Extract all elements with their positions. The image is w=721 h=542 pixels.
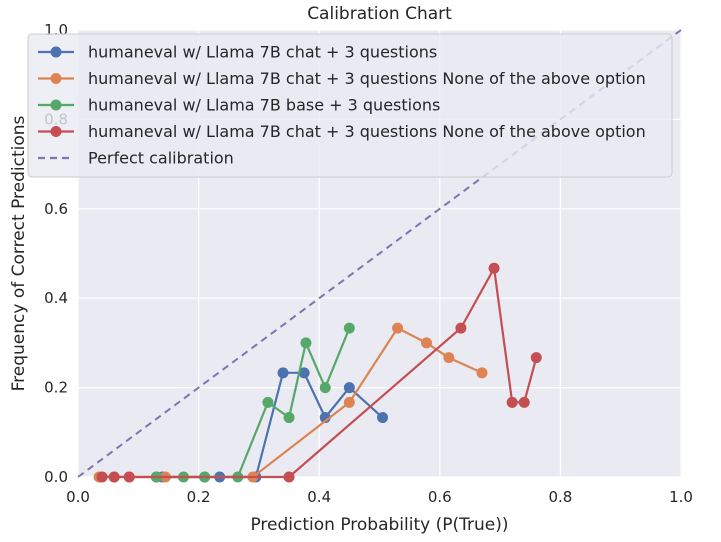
x-tick-label: 0.4 bbox=[307, 488, 331, 506]
legend-swatch-marker bbox=[50, 46, 62, 58]
legend: humaneval w/ Llama 7B chat + 3 questions… bbox=[27, 33, 673, 178]
legend-swatch-marker bbox=[50, 99, 62, 111]
y-tick-label: 0.0 bbox=[44, 468, 68, 486]
series-4-point bbox=[506, 396, 518, 408]
series-4-point bbox=[123, 471, 135, 483]
x-tick-label: 0.6 bbox=[428, 488, 452, 506]
series-4 bbox=[96, 262, 542, 483]
legend-label: humaneval w/ Llama 7B chat + 3 questions… bbox=[88, 69, 646, 88]
y-tick-label: 0.4 bbox=[44, 289, 68, 307]
series-2-point bbox=[421, 337, 433, 349]
legend-swatch-marker bbox=[50, 73, 62, 84]
series-4-point bbox=[530, 352, 542, 364]
series-1-point bbox=[277, 367, 289, 379]
x-tick-label: 0.8 bbox=[548, 488, 572, 506]
legend-label: humaneval w/ Llama 7B chat + 3 questions… bbox=[88, 122, 646, 141]
legend-box bbox=[27, 33, 673, 178]
legend-item-3: humaneval w/ Llama 7B base + 3 questions bbox=[38, 96, 440, 115]
legend-item-1: humaneval w/ Llama 7B chat + 3 questions bbox=[38, 43, 437, 62]
series-4-point bbox=[488, 262, 500, 274]
series-2-point bbox=[392, 322, 404, 334]
legend-label: Perfect calibration bbox=[88, 149, 234, 168]
legend-swatch-marker bbox=[50, 126, 62, 137]
y-tick-label: 0.2 bbox=[44, 379, 68, 397]
y-tick-label: 0.6 bbox=[44, 200, 68, 218]
legend-label: humaneval w/ Llama 7B base + 3 questions bbox=[88, 96, 440, 115]
series-3-point bbox=[283, 412, 295, 424]
series-3-point bbox=[343, 322, 355, 334]
series-3-point bbox=[319, 382, 331, 394]
x-tick-label: 1.0 bbox=[669, 488, 693, 506]
series-1-point bbox=[377, 412, 389, 424]
x-axis-title: Prediction Probability (P(True)) bbox=[250, 515, 508, 535]
series-4-point bbox=[96, 471, 108, 483]
series-3-point bbox=[262, 396, 274, 408]
legend-label: humaneval w/ Llama 7B chat + 3 questions bbox=[88, 43, 437, 62]
y-axis-title: Frequency of Correct Predictions bbox=[9, 115, 29, 391]
series-2-point bbox=[443, 352, 455, 364]
legend-item-2: humaneval w/ Llama 7B chat + 3 questions… bbox=[38, 69, 646, 88]
series-1-point bbox=[298, 367, 310, 379]
x-tick-label: 0.0 bbox=[66, 488, 90, 506]
series-2-point bbox=[343, 396, 355, 408]
series-4-point bbox=[455, 322, 467, 334]
series-3-point bbox=[300, 337, 312, 349]
series-layer bbox=[93, 262, 542, 483]
series-2-point bbox=[476, 367, 488, 379]
x-tick-label: 0.2 bbox=[187, 488, 211, 506]
legend-item-4: humaneval w/ Llama 7B chat + 3 questions… bbox=[38, 122, 646, 141]
series-4-point bbox=[108, 471, 120, 483]
legend-item-5: Perfect calibration bbox=[38, 149, 234, 168]
series-4-point bbox=[283, 471, 295, 483]
series-4-point bbox=[518, 396, 530, 408]
chart-title: Calibration Chart bbox=[307, 4, 452, 24]
series-1-point bbox=[343, 382, 355, 394]
